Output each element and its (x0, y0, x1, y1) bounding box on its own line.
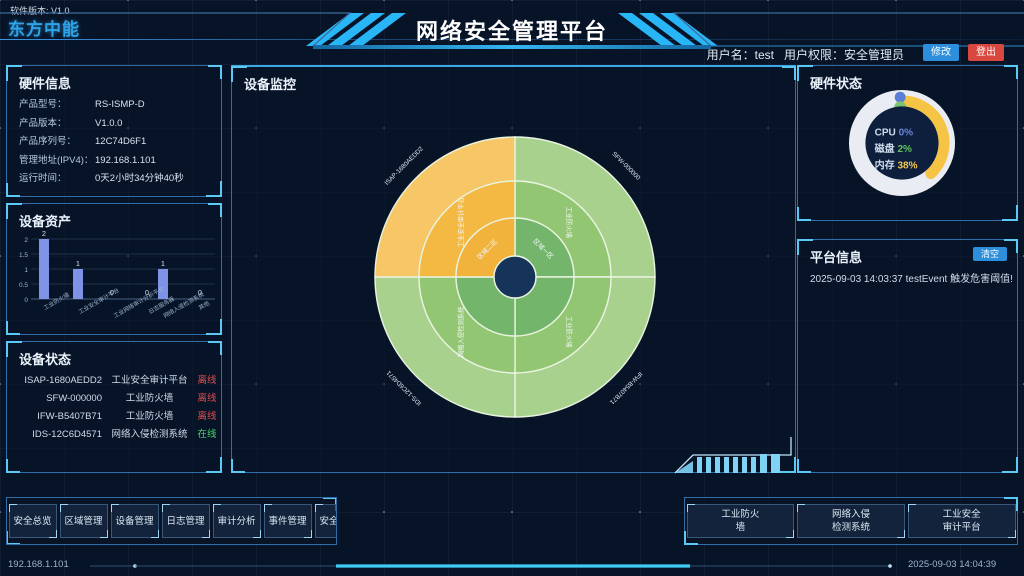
svg-text:磁盘 2%: 磁盘 2% (875, 142, 912, 155)
svg-text:1.5: 1.5 (19, 252, 28, 259)
svg-text:0.5: 0.5 (19, 282, 28, 289)
svg-text:工业安全审计平台: 工业安全审计平台 (456, 197, 465, 247)
svg-text:工业安全审计平台: 工业安全审计平台 (77, 286, 121, 316)
svg-text:1: 1 (24, 267, 28, 274)
svg-text:网络入侵检测系统: 网络入侵检测系统 (456, 306, 465, 357)
svg-text:1: 1 (161, 261, 165, 268)
svg-text:工业网络审计分析平台: 工业网络审计分析平台 (112, 284, 166, 320)
svg-text:工业防火墙: 工业防火墙 (565, 206, 574, 238)
svg-text:其他: 其他 (197, 299, 211, 312)
svg-text:0: 0 (24, 297, 28, 304)
svg-text:2: 2 (42, 231, 46, 238)
svg-text:CPU 0%: CPU 0% (875, 128, 914, 139)
svg-text:SFW-000000: SFW-000000 (610, 151, 641, 182)
svg-text:2: 2 (24, 237, 28, 244)
svg-text:内存 38%: 内存 38% (875, 159, 918, 172)
svg-text:工业防火墙: 工业防火墙 (565, 316, 574, 348)
svg-text:1: 1 (76, 261, 80, 268)
